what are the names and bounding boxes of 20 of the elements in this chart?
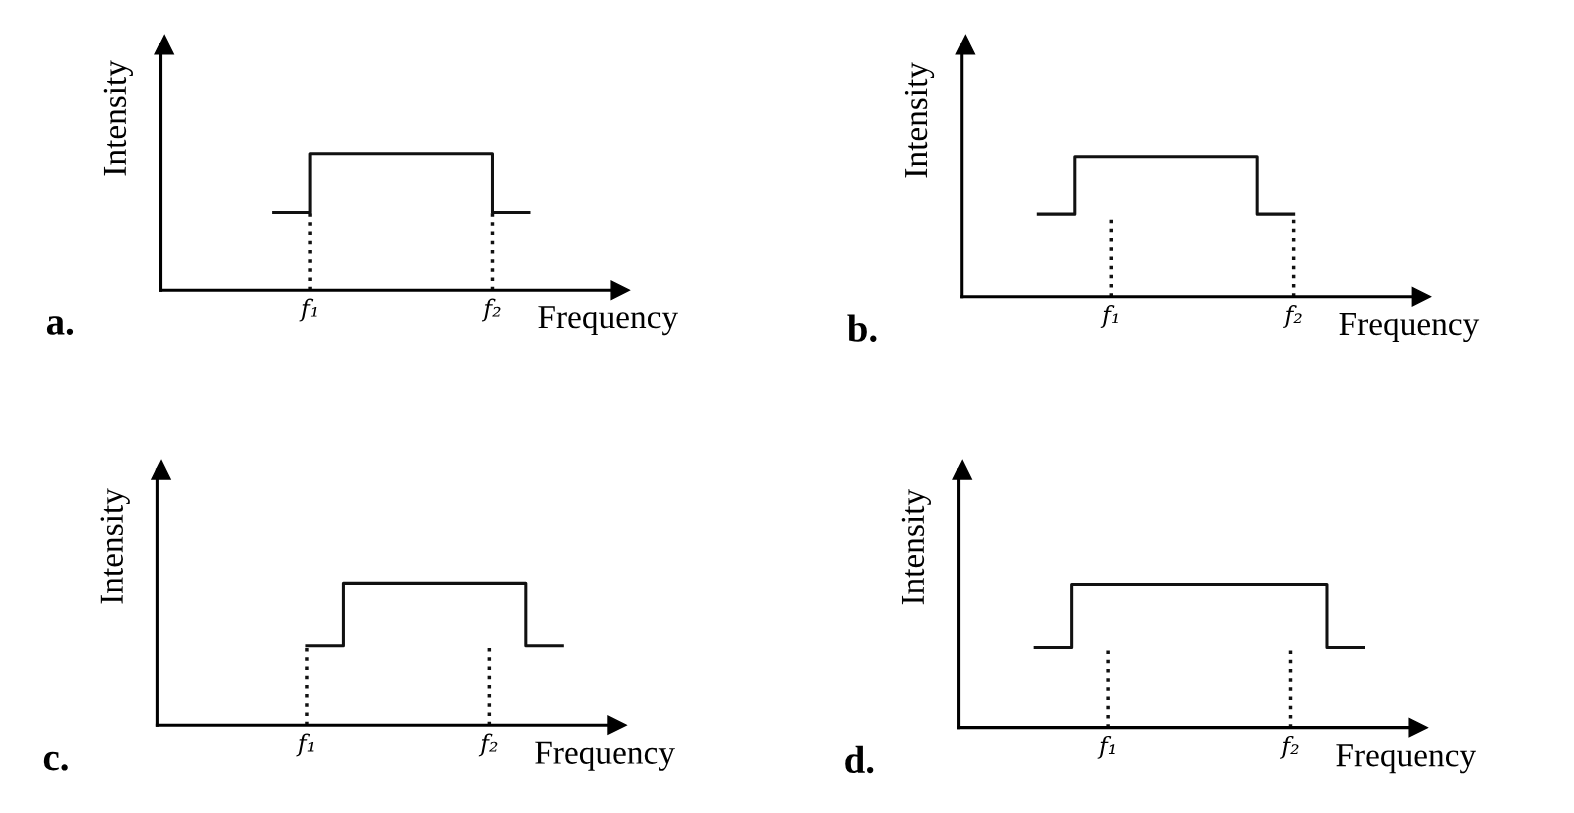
x-tick-label: f₂: [481, 298, 501, 322]
y-axis-title: Intensity: [901, 489, 931, 605]
x-tick-label: f₁: [299, 298, 317, 322]
text: d.: [845, 745, 874, 774]
x-axis-title: Frequency: [538, 306, 678, 336]
x-tick-label: f₁: [296, 733, 314, 757]
y-axis-title: Intensity: [100, 488, 130, 604]
x-axis-title: Frequency: [1339, 313, 1480, 343]
y-axis-title: Intensity: [103, 60, 133, 176]
x-tick-label: f₂: [1283, 305, 1302, 328]
text: c.: [43, 751, 68, 771]
x-axis-title: Frequency: [535, 741, 675, 771]
x-tick-label: f₂: [478, 733, 498, 757]
x-tick-label: f₁: [1100, 305, 1118, 328]
x-tick-label: f₁: [1097, 735, 1115, 759]
text: a.: [46, 316, 74, 335]
y-axis-title: Intensity: [904, 62, 935, 178]
x-axis-title: Frequency: [1336, 744, 1476, 774]
x-tick-label: f₂: [1279, 735, 1299, 759]
text: b.: [847, 314, 877, 342]
